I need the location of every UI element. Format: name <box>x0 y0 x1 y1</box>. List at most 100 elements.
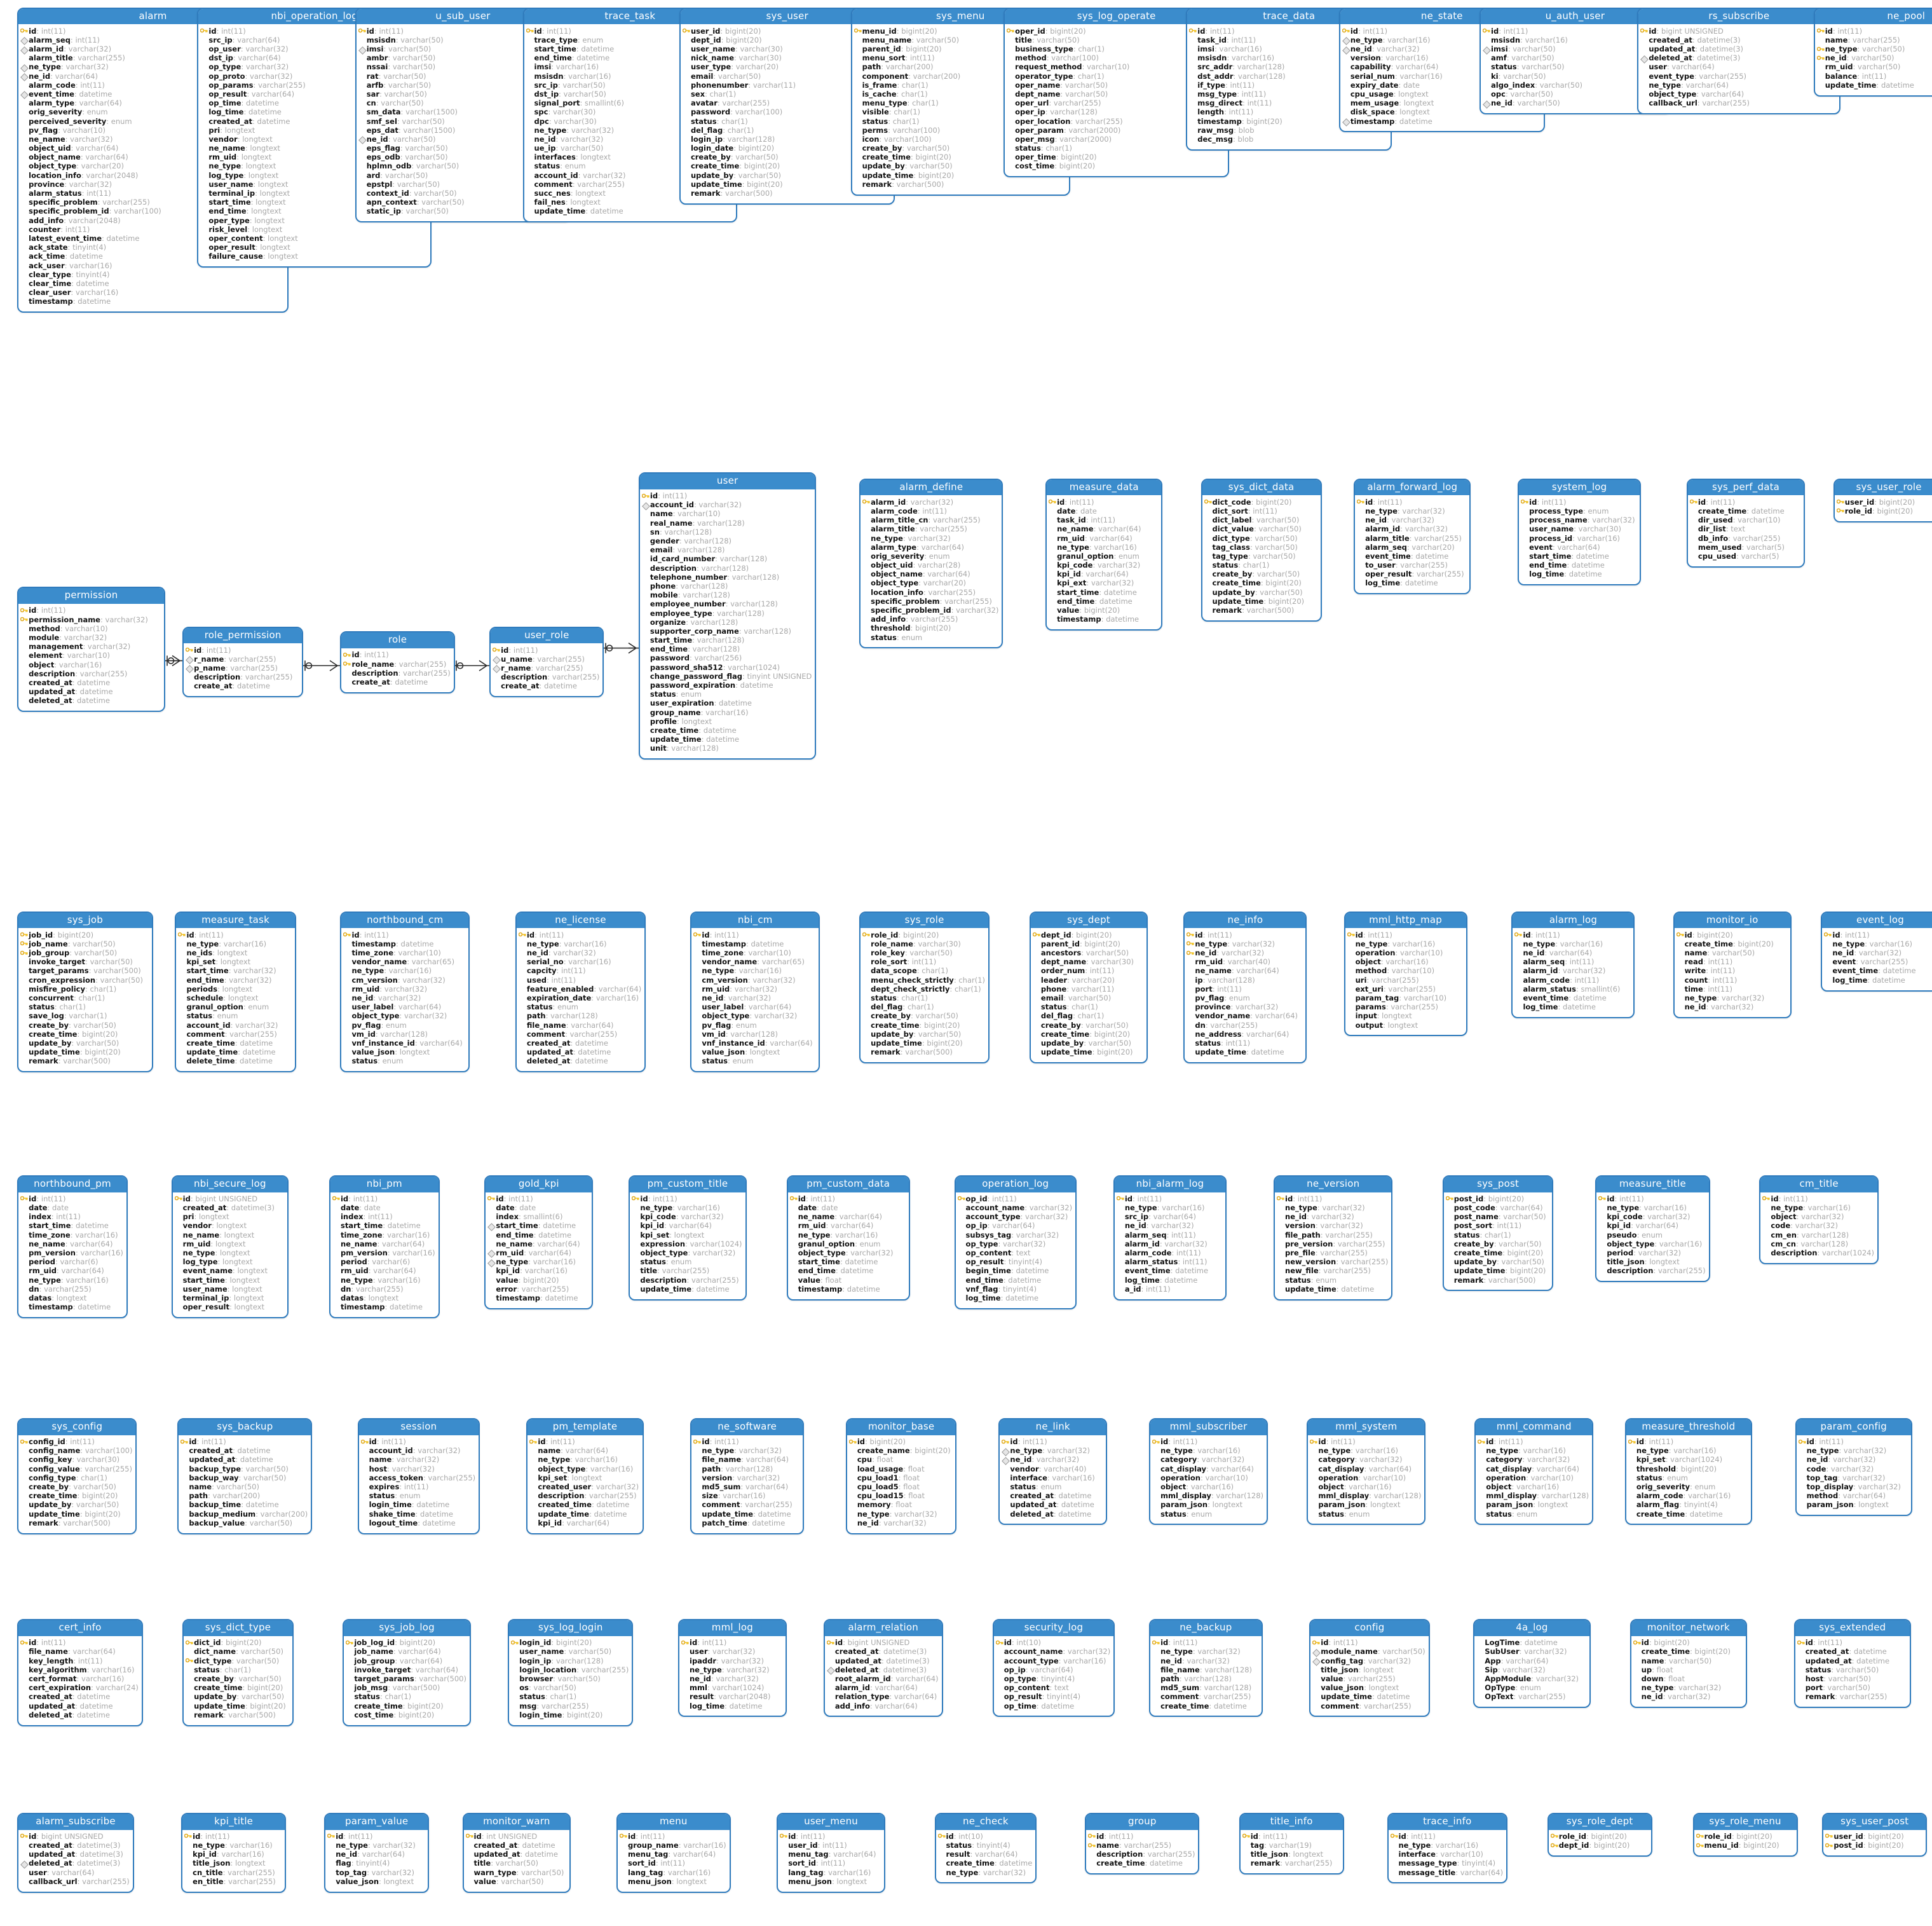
field-text: backup_value: varchar(50) <box>189 1519 292 1528</box>
table-ne_info[interactable]: ne_info id: int(11) ne_type: varchar(32) ne… <box>1183 911 1307 1064</box>
field-row: config_value: varchar(255) <box>20 1465 132 1473</box>
table-operation_log[interactable]: operation_log op_id: int(11) account_name:… <box>954 1175 1077 1309</box>
table-sys_post[interactable]: sys_post post_id: bigint(20) post_code: va… <box>1442 1175 1554 1292</box>
field-row: status: enum <box>642 690 812 699</box>
field-separator: : <box>72 53 78 63</box>
table-u_sub_user[interactable]: u_sub_user id: int(11) msisdn: varchar(50)… <box>355 7 571 223</box>
table-ne_link[interactable]: ne_link id: int(11) ne_type: varchar(32) ne… <box>998 1418 1108 1526</box>
field-type: bigint(20) <box>82 1491 118 1501</box>
table-pm_custom_title[interactable]: pm_custom_title id: int(11) ne_type: varch… <box>629 1175 747 1301</box>
table-measure_threshold[interactable]: measure_threshold id: int(11) ne_type: var… <box>1624 1418 1752 1526</box>
table-alarm_log[interactable]: alarm_log id: int(11) ne_type: varchar(16)… <box>1511 911 1635 1019</box>
table-cm_title[interactable]: cm_title id: int(11) ne_type: varchar(16) o… <box>1759 1175 1879 1264</box>
field-name: ne_type <box>1636 1446 1669 1456</box>
field-row: tag_class: varchar(50) <box>1204 543 1317 552</box>
table-alarm_define[interactable]: alarm_define alarm_id: varchar(32) alarm_c… <box>859 478 1003 649</box>
field-separator: : <box>75 80 81 90</box>
table-northbound_pm[interactable]: northbound_pm id: int(11) date: date index:… <box>17 1175 128 1318</box>
table-gold_kpi[interactable]: gold_kpi id: int(11) date: date index: smal… <box>484 1175 594 1309</box>
field-name: start_time <box>29 1221 71 1231</box>
field-gutter-spacer <box>683 135 691 144</box>
table-security_log[interactable]: security_log id: int(10) account_name: var… <box>992 1619 1115 1718</box>
table-sys_perf_data[interactable]: sys_perf_data id: int(11) create_time: dat… <box>1686 478 1806 568</box>
field-text: ne_id: varchar(50) <box>367 135 436 144</box>
table-mml_command[interactable]: mml_command id: int(11) ne_type: varchar(1… <box>1474 1418 1594 1526</box>
table-system_log[interactable]: system_log id: int(11) process_type: enum p… <box>1518 478 1642 586</box>
field-text: pri: longtext <box>208 126 255 135</box>
field-gutter-spacer <box>683 172 691 181</box>
field-gutter-spacer <box>1817 81 1825 90</box>
table-northbound_cm[interactable]: northbound_cm id: int(11) timestamp: datet… <box>340 911 470 1073</box>
field-text: id: int(11) <box>690 1638 726 1648</box>
table-sys_role[interactable]: sys_role role_id: bigint(20) role_name: va… <box>859 911 990 1064</box>
table-nbi_cm[interactable]: nbi_cm id: int(11) timestamp: datetime time… <box>690 911 820 1073</box>
field-type: varchar(128) <box>697 636 745 645</box>
field-gutter-spacer <box>487 1231 496 1240</box>
table-sys_config[interactable]: sys_config config_id: int(11) config_name:… <box>17 1418 137 1534</box>
field-separator: : <box>747 1518 752 1527</box>
table-measure_title[interactable]: measure_title id: int(11) ne_type: varchar… <box>1595 1175 1710 1283</box>
table-role[interactable]: role id: int(11) role_name: varchar(255) de… <box>340 631 455 693</box>
table-role_permission[interactable]: role_permission id: int(11) r_name: varcha… <box>182 626 304 698</box>
table-mml_subscriber[interactable]: mml_subscriber id: int(11) ne_type: varcha… <box>1149 1418 1269 1526</box>
table-monitor_io[interactable]: monitor_io id: bigint(20) create_time: big… <box>1673 911 1792 1019</box>
table-sys_user_role[interactable]: sys_user_role user_id: bigint(20) role_id:… <box>1833 478 1932 522</box>
table-pm_template[interactable]: pm_template id: int(11) name: varchar(64) n… <box>526 1418 644 1534</box>
field-gutter-spacer <box>200 72 208 81</box>
table-rs_subscribe[interactable]: rs_subscribe id: bigint UNSIGNED created_a… <box>1637 7 1841 115</box>
field-name: datas <box>29 1293 52 1302</box>
table-monitor_base[interactable]: monitor_base id: bigint(20) create_name: b… <box>845 1418 957 1534</box>
field-row: object: varchar(16) <box>20 660 161 669</box>
table-sys_dict_type[interactable]: sys_dict_type dict_id: bigint(20) dict_nam… <box>182 1619 294 1726</box>
table-sys_job_log[interactable]: sys_job_log job_log_id: bigint(20) job_nam… <box>343 1619 471 1726</box>
table-cert_info[interactable]: cert_info id: int(11) file_name: varchar(6… <box>17 1619 143 1726</box>
table-alarm_relation[interactable]: alarm_relation id: bigint UNSIGNED created… <box>823 1619 943 1718</box>
field-name: balance <box>1825 71 1858 81</box>
field-name: time_zone <box>702 948 744 958</box>
table-mml_http_map[interactable]: mml_http_map id: int(11) ne_type: varchar(… <box>1344 911 1467 1037</box>
table-event_log[interactable]: event_log id: int(11) ne_type: varchar(16)… <box>1821 911 1932 992</box>
table-mml_log[interactable]: mml_log id: int(11) user: varchar(32) ipadd… <box>678 1619 787 1718</box>
index-key-icon <box>20 72 29 81</box>
table-ne_software[interactable]: ne_software id: int(11) ne_type: varchar(3… <box>690 1418 804 1534</box>
table-measure_data[interactable]: measure_data id: int(11) date: date task_id… <box>1045 478 1163 631</box>
table-user_role[interactable]: user_role id: int(11) u_name: varchar(255)… <box>489 626 604 698</box>
field-name: value_json <box>1321 1683 1364 1693</box>
field-gutter-spacer <box>358 108 367 117</box>
field-name: cpu <box>857 1455 873 1465</box>
field-separator: : <box>904 948 910 958</box>
table-nbi_alarm_log[interactable]: nbi_alarm_log id: int(11) ne_type: varchar… <box>1113 1175 1227 1301</box>
field-separator: : <box>380 170 385 180</box>
table-sys_job[interactable]: sys_job job_id: bigint(20) job_name: varch… <box>17 911 153 1073</box>
table-sys_backup[interactable]: sys_backup id: int(11) created_at: datetim… <box>177 1418 313 1534</box>
table-sys_dict_data[interactable]: sys_dict_data dict_code: bigint(20) dict_s… <box>1201 478 1322 622</box>
table-mml_system[interactable]: mml_system id: int(11) ne_type: varchar(16… <box>1307 1418 1426 1526</box>
field-separator: : <box>238 1048 243 1057</box>
table-permission[interactable]: permission id: int(11) permission_name: va… <box>17 587 165 713</box>
table-user[interactable]: user id: int(11) account_id: varchar(32) na… <box>638 472 817 760</box>
table-sys_log_login[interactable]: sys_log_login login_id: bigint(20) user_na… <box>508 1619 634 1726</box>
table-alarm_forward_log[interactable]: alarm_forward_log id: int(11) ne_type: var… <box>1354 478 1471 595</box>
table-param_config[interactable]: param_config id: int(11) ne_type: varchar(… <box>1795 1418 1912 1517</box>
table-nbi_secure_log[interactable]: nbi_secure_log id: bigint UNSIGNED created… <box>171 1175 289 1318</box>
table-session[interactable]: session id: int(11) account_id: varchar(32… <box>357 1418 480 1534</box>
field-row: version: varchar(16) <box>1342 53 1541 63</box>
field-name: cn <box>366 99 376 108</box>
field-separator: : <box>1837 1473 1843 1482</box>
primary-key-icon <box>1356 498 1365 507</box>
index-key-icon <box>827 1666 835 1676</box>
table-sys_dept[interactable]: sys_dept dept_id: bigint(20) parent_id: bi… <box>1029 911 1148 1064</box>
field-name: opc <box>1491 89 1506 99</box>
table-nbi_pm[interactable]: nbi_pm id: int(11) date: date index: int(11… <box>329 1175 440 1318</box>
field-type: varchar(16) <box>575 1455 618 1465</box>
table-ne_backup[interactable]: ne_backup id: int(11) ne_type: varchar(32)… <box>1149 1619 1263 1718</box>
table-measure_task[interactable]: measure_task id: int(11) ne_type: varchar(… <box>175 911 296 1073</box>
table-pm_custom_data[interactable]: pm_custom_data id: int(11) date: date ne_na… <box>786 1175 910 1301</box>
table-config[interactable]: config id: int(11) module_name: varchar(50… <box>1309 1619 1430 1718</box>
field-type: varchar(32) <box>1368 1656 1412 1665</box>
table-ne_pool[interactable]: ne_pool id: int(11) name: varchar(255) ne_t… <box>1813 7 1932 97</box>
field-type: enum <box>217 1011 238 1021</box>
table-ne_version[interactable]: ne_version id: int(11) ne_type: varchar(32… <box>1274 1175 1393 1301</box>
field-name: id <box>1491 26 1499 36</box>
table-ne_license[interactable]: ne_license id: int(11) ne_type: varchar(16… <box>515 911 646 1073</box>
